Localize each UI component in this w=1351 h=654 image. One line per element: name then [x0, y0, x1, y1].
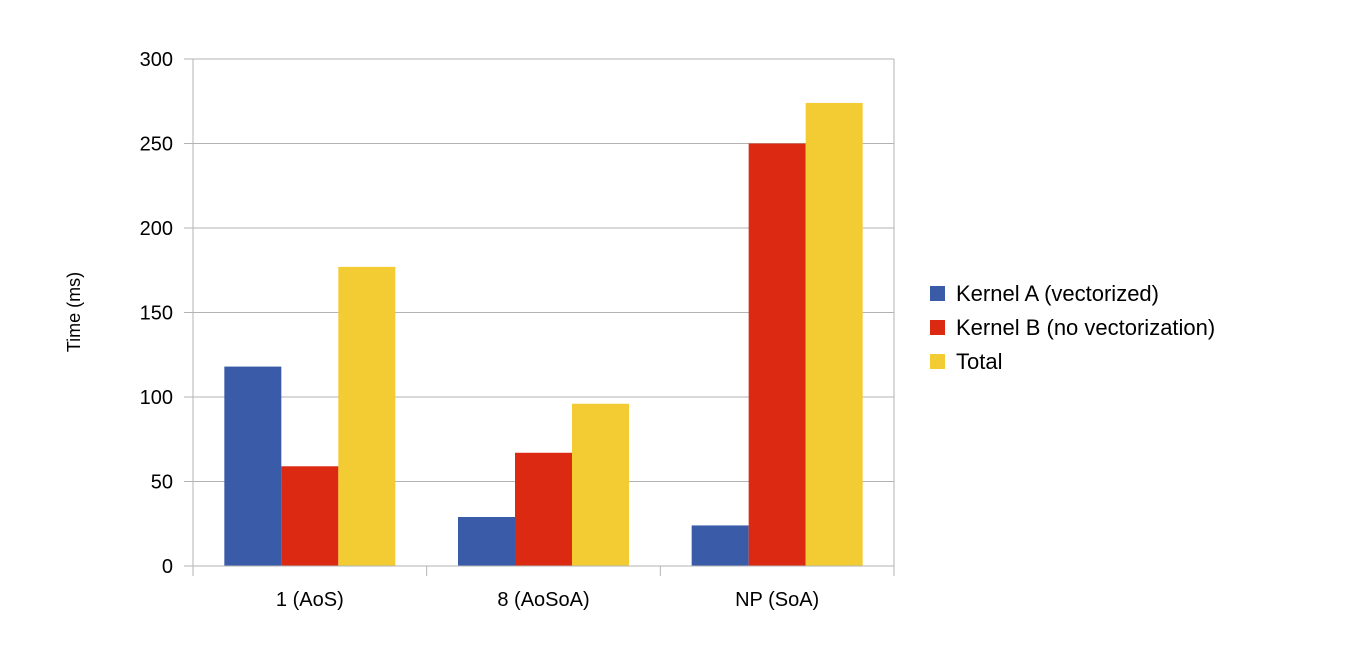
y-tick-label: 200	[140, 218, 173, 240]
bar-2-1	[748, 143, 806, 566]
bar-0-1	[281, 466, 339, 566]
x-tick-label: 1 (AoS)	[276, 589, 344, 611]
bar-0-0	[224, 366, 282, 566]
legend-swatch-0	[930, 286, 945, 301]
y-tick-label: 250	[140, 134, 173, 156]
legend-label-2: Total	[956, 349, 1002, 374]
y-axis-title: Time (ms)	[64, 272, 84, 352]
axes	[184, 58, 895, 576]
y-tick-label: 100	[140, 387, 173, 409]
bar-1-0	[458, 516, 515, 566]
x-tick-label: NP (SoA)	[735, 589, 819, 611]
legend-label-0: Kernel A (vectorized)	[956, 281, 1159, 306]
bar-1-1	[515, 452, 572, 566]
legend-label-1: Kernel B (no vectorization)	[956, 315, 1215, 340]
bars	[224, 102, 863, 566]
legend-swatch-2	[930, 354, 945, 369]
y-tick-label: 0	[162, 556, 173, 578]
legend: Kernel A (vectorized) Kernel B (no vector…	[930, 281, 1215, 374]
y-tick-label: 50	[151, 472, 173, 494]
bar-2-2	[805, 102, 863, 566]
y-tick-label: 300	[140, 49, 173, 71]
x-tick-label: 8 (AoSoA)	[497, 589, 589, 611]
bar-2-0	[691, 525, 749, 566]
bar-0-2	[338, 266, 396, 566]
bar-1-2	[572, 403, 629, 566]
y-tick-label: 150	[140, 303, 173, 325]
legend-swatch-1	[930, 320, 945, 335]
tick-labels: 0 50 100 150 200 250 300 1 (AoS) 8 (AoSoA) NP (So…	[140, 49, 820, 611]
